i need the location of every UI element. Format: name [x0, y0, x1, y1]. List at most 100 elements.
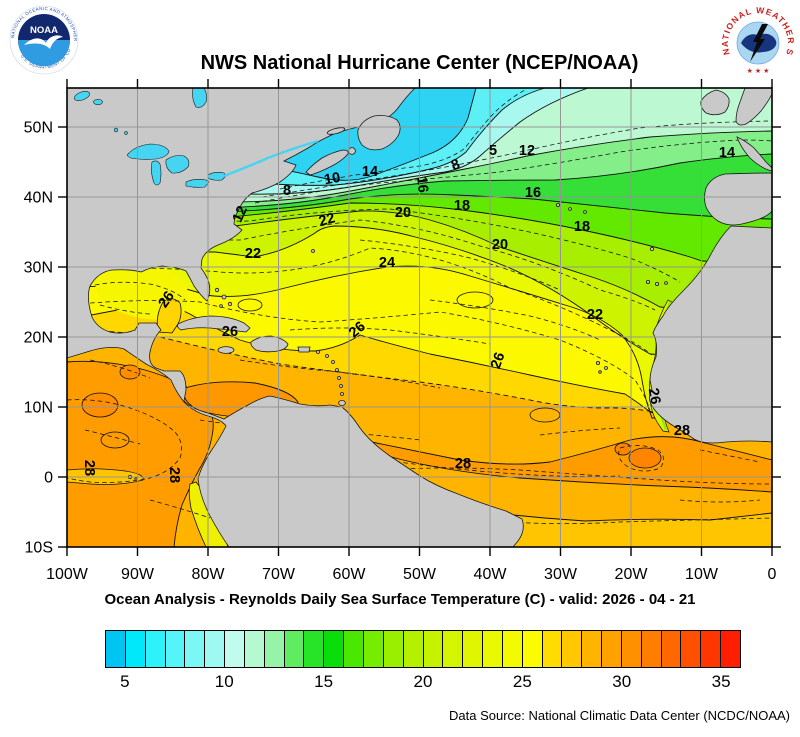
- land-azores: [568, 207, 572, 211]
- noaa-seagull-icon: [24, 35, 63, 49]
- x-axis-label: 30W: [544, 566, 578, 583]
- colorbar-cell: [284, 631, 305, 667]
- colorbar-cell: [621, 631, 642, 667]
- land-jamaica: [217, 346, 235, 354]
- contour-label: 18: [454, 198, 470, 214]
- land-masses: [67, 88, 772, 547]
- land-cape-verde: [596, 360, 601, 365]
- nws-lightning-icon: [750, 24, 768, 62]
- lake: [74, 91, 90, 101]
- colorbar-cell: [443, 631, 464, 667]
- land-azores: [583, 210, 587, 214]
- x-axis-label: 50W: [403, 566, 437, 583]
- lake-huron: [165, 155, 190, 174]
- lake-michigan: [151, 160, 162, 186]
- x-axis-label: 0: [768, 566, 777, 583]
- colorbar-cell: [324, 631, 345, 667]
- noaa-globe-bottom: [18, 40, 70, 66]
- contour-label: 28: [81, 460, 97, 476]
- land-trinidad: [338, 399, 346, 406]
- x-axis-label: 100W: [46, 566, 89, 583]
- y-axis-label: 30N: [24, 260, 53, 277]
- lake: [124, 131, 128, 135]
- land-france: [736, 136, 772, 172]
- colorbar-cell: [304, 631, 325, 667]
- land-bahamas: [214, 287, 220, 293]
- contour-label: 10: [323, 170, 342, 189]
- land-antilles: [339, 384, 343, 388]
- land-antilles: [337, 376, 341, 380]
- contour-label: 22: [245, 246, 261, 262]
- contour-label: 24: [379, 255, 395, 271]
- y-axis-label: 0: [44, 470, 53, 487]
- colorbar-tick-label: 25: [512, 672, 532, 691]
- contour-label: 28: [674, 423, 690, 439]
- x-axis-label: 90W: [121, 566, 155, 583]
- colorbar-cell: [641, 631, 662, 667]
- contour-label: 12: [519, 143, 535, 159]
- land-antilles: [335, 368, 339, 372]
- axis-labels: 100W 90W 80W 70W 60W 50W 40W 30W 20W 10W 0 50N 40N 30…: [24, 120, 777, 584]
- land-bahamas: [219, 304, 223, 308]
- colorbar-cell: [483, 631, 503, 667]
- land-canaries: [646, 279, 651, 284]
- data-source-note: Data Source: National Climatic Data Cent…: [449, 708, 790, 723]
- y-axis-label: 10N: [24, 400, 53, 417]
- map-caption: Ocean Analysis - Reynolds Daily Sea Surf…: [104, 591, 696, 608]
- land-ireland: [700, 89, 730, 116]
- colorbar-cell: [661, 631, 682, 667]
- colorbar-cell: [562, 631, 583, 667]
- lake: [113, 127, 119, 133]
- lake: [93, 99, 103, 105]
- x-axis-label: 60W: [333, 566, 367, 583]
- colorbar-cell: [602, 631, 622, 667]
- colorbar-cell: [145, 631, 166, 667]
- contour-label: 28: [455, 456, 471, 472]
- nws-stars: ★ ★ ★: [747, 67, 770, 75]
- contour-label: 16: [525, 185, 541, 201]
- colorbar-cell: [205, 631, 226, 667]
- page-title: NWS National Hurricane Center (NCEP/NOAA…: [200, 52, 639, 74]
- colorbar-cell: [403, 631, 424, 667]
- colorbar-cell: [225, 631, 245, 667]
- land-antilles: [316, 350, 320, 354]
- x-axis-label: 20W: [615, 566, 649, 583]
- axis-ticks: [58, 79, 781, 556]
- colorbar: [105, 630, 741, 668]
- colorbar-cell: [383, 631, 404, 667]
- land-bermuda: [311, 249, 315, 253]
- graticule: [67, 88, 772, 547]
- colorbar-cell: [344, 631, 364, 667]
- y-axis-label: 20N: [24, 330, 53, 347]
- land-anticosti: [326, 127, 346, 135]
- contour-label: 28: [166, 467, 182, 483]
- colorbar-cell: [701, 631, 722, 667]
- x-axis-label: 40W: [474, 566, 508, 583]
- colorbar-cell: [423, 631, 444, 667]
- contour-label: 18: [574, 219, 590, 235]
- land-galapagos: [134, 477, 138, 481]
- land-africa: [649, 225, 772, 444]
- contour-label: 26: [222, 324, 238, 340]
- land-iberia: [704, 172, 772, 226]
- colorbar-cell: [264, 631, 285, 667]
- colorbar-tick-label: 20: [413, 672, 433, 691]
- colorbar-cell: [463, 631, 484, 667]
- land-antilles: [325, 354, 329, 358]
- colorbar-cell: [125, 631, 146, 667]
- contour-label: 14: [362, 164, 378, 180]
- colorbar-cell: [185, 631, 206, 667]
- land-canaries: [664, 281, 668, 285]
- colorbar-tick-label: 10: [214, 672, 234, 691]
- colorbar-tick-label: 15: [314, 672, 334, 691]
- land-britain: [735, 88, 772, 126]
- colorbar-cell: [502, 631, 523, 667]
- lake-ontario: [207, 172, 227, 181]
- nws-logo-icon: NATIONAL WEATHER SERVICE ★ ★ ★: [720, 4, 795, 78]
- land-nova-scotia: [305, 149, 349, 176]
- noaa-logo-icon: NATIONAL OCEANIC AND ATMOSPHERIC ADMINIS…: [8, 4, 79, 75]
- contour-label: 22: [587, 307, 603, 323]
